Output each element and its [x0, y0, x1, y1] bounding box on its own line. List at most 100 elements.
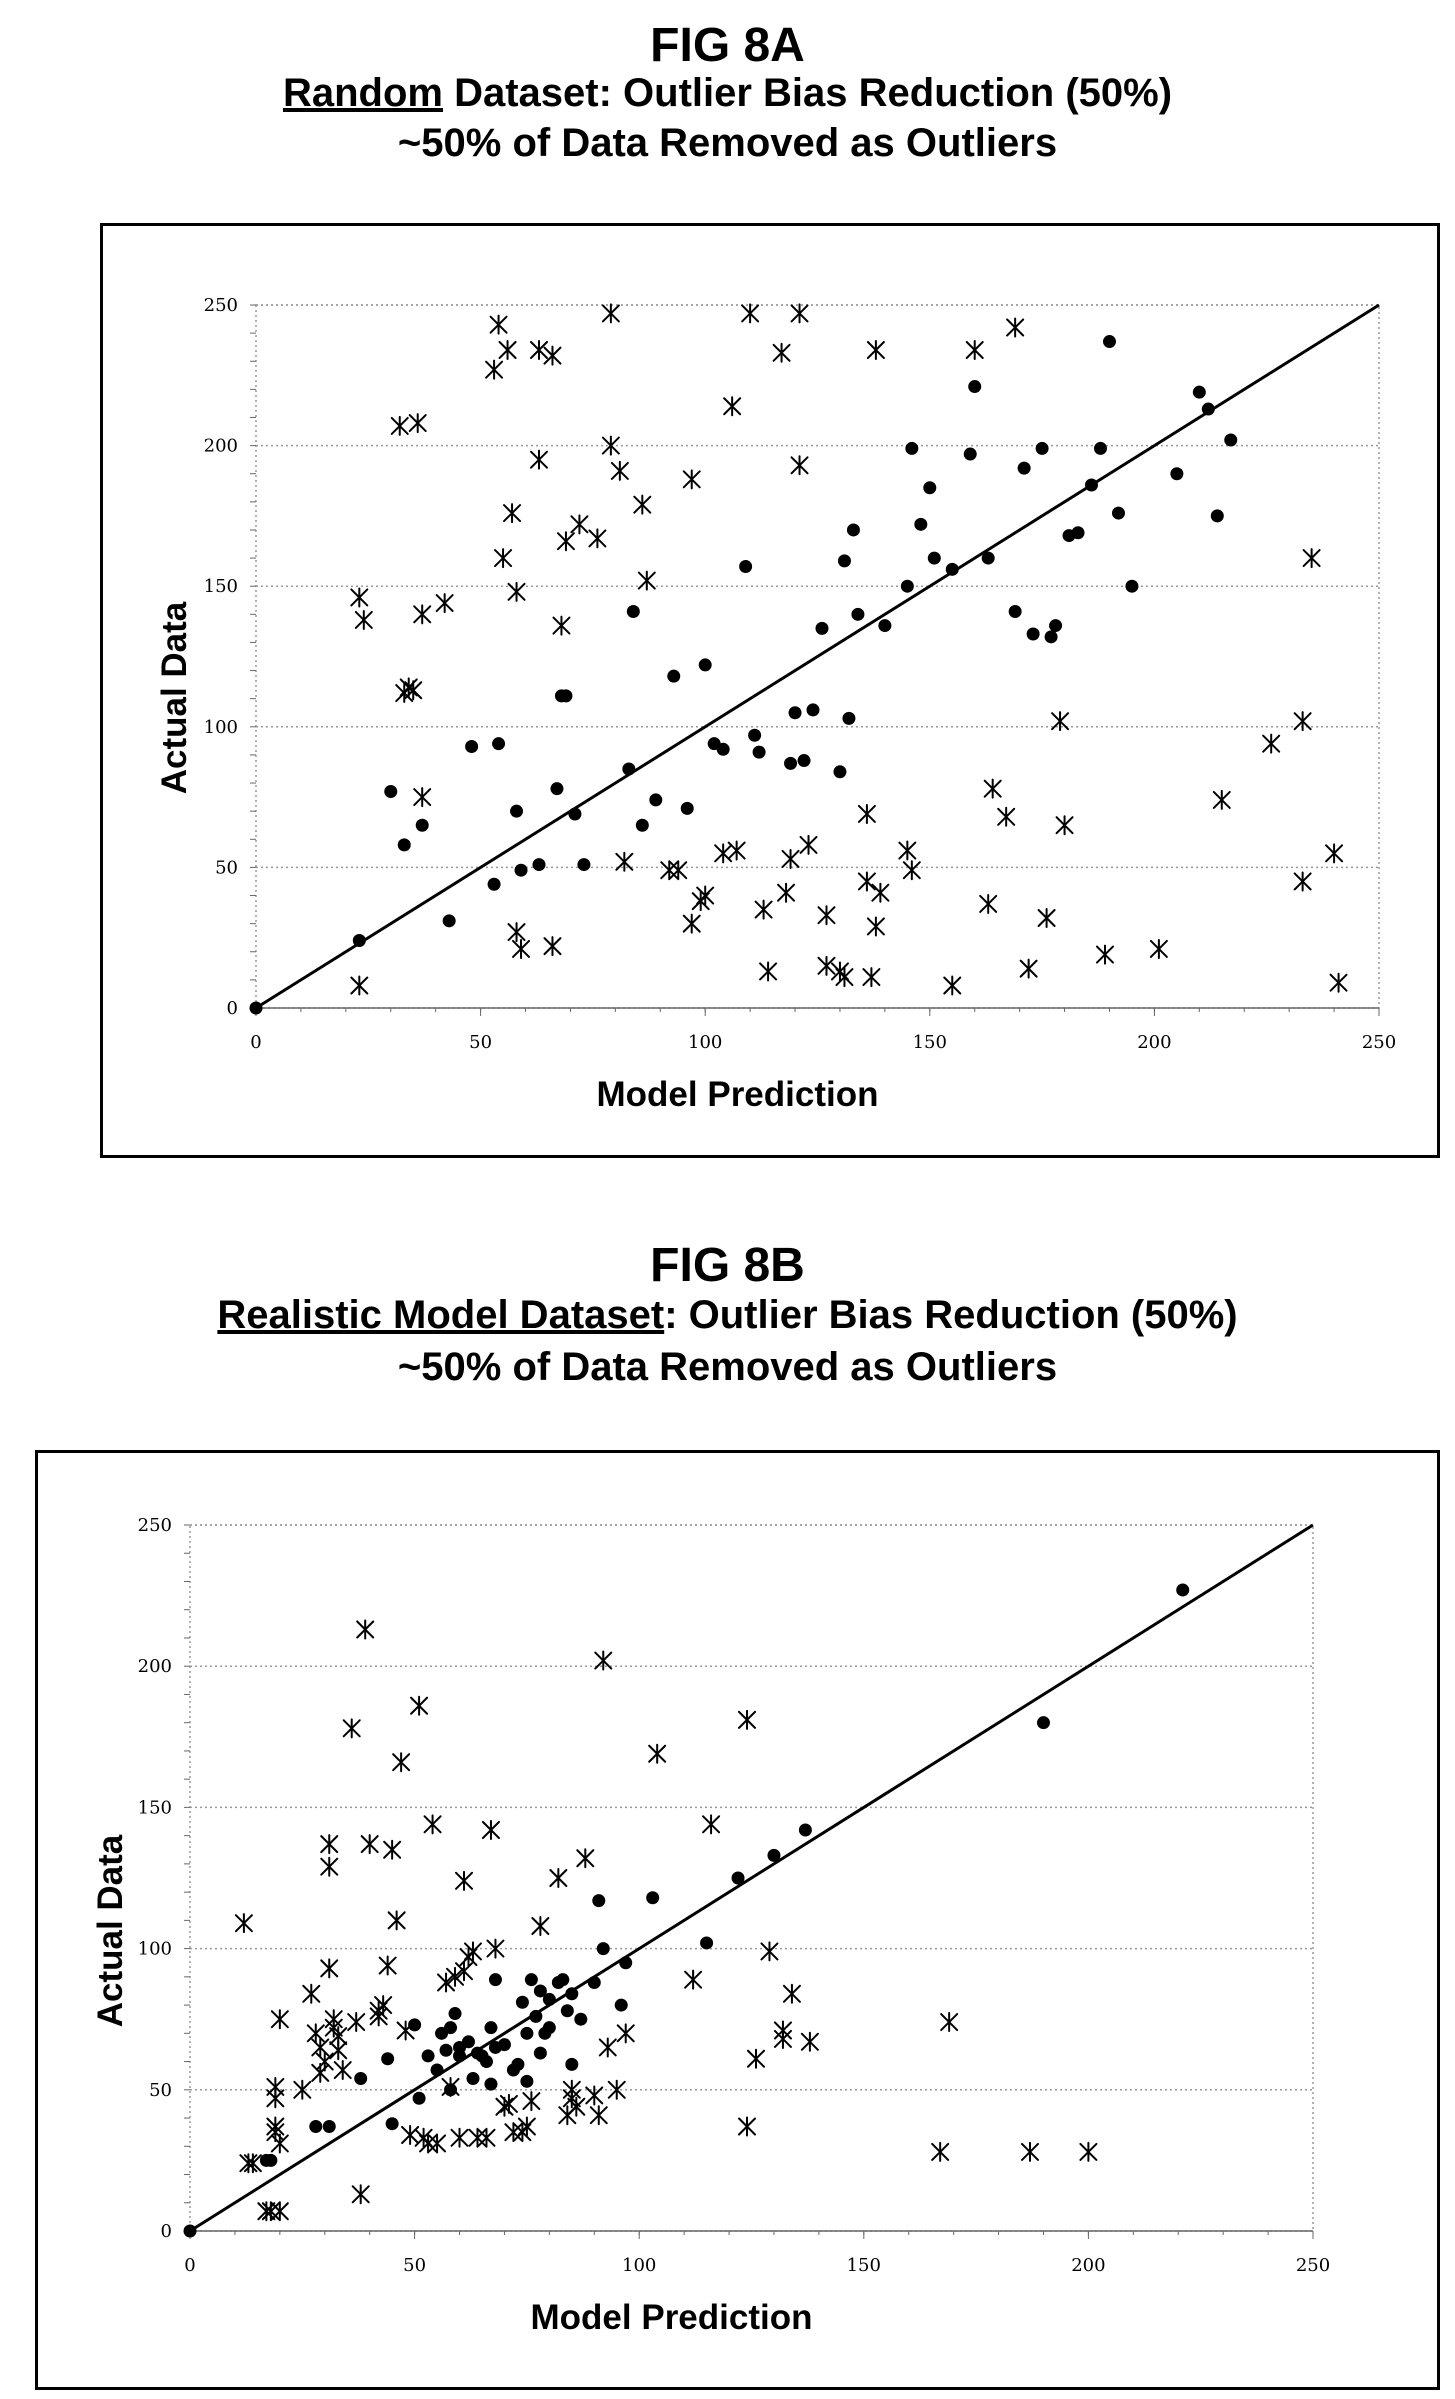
data-point-dot — [1125, 579, 1139, 593]
data-point-asterisk — [598, 2037, 617, 2058]
data-point-asterisk — [772, 342, 791, 363]
data-point-asterisk — [669, 860, 688, 881]
data-point-dot — [568, 807, 582, 821]
chart-8a-frame: 0 50 100 150 200 250 0 50 100 150 200 250 Model Pred… — [100, 223, 1440, 1158]
data-point-asterisk — [489, 314, 508, 335]
data-point-dot — [479, 2055, 493, 2069]
y-tick-label: 200 — [204, 436, 238, 457]
data-point-dot — [680, 801, 694, 815]
data-point-dot — [1176, 1583, 1190, 1597]
data-point-asterisk — [435, 593, 454, 614]
data-point-asterisk — [857, 871, 876, 892]
data-point-asterisk — [342, 1718, 361, 1739]
data-point-asterisk — [682, 913, 701, 934]
data-point-asterisk — [983, 778, 1002, 799]
x-tick-label: 100 — [622, 2255, 656, 2276]
data-point-dot — [550, 782, 564, 796]
data-point-asterisk — [351, 2184, 370, 2205]
x-tick-label: 50 — [403, 2255, 426, 2276]
data-point-asterisk — [410, 1695, 429, 1716]
data-point-asterisk — [1302, 548, 1321, 569]
data-point-asterisk — [270, 2133, 289, 2154]
data-point-dot — [622, 762, 636, 776]
y-tick-label: 200 — [138, 1656, 172, 1677]
data-point-dot — [784, 756, 798, 770]
data-point-asterisk — [477, 2127, 496, 2148]
data-point-dot — [488, 1973, 502, 1987]
data-point-asterisk — [293, 2079, 312, 2100]
data-point-asterisk — [1051, 711, 1070, 732]
data-point-dot — [574, 2012, 588, 2026]
fig-8b-subtitle-underlined: Realistic Model Dataset — [217, 1293, 665, 1337]
data-point-asterisk — [494, 548, 513, 569]
data-point-asterisk — [754, 899, 773, 920]
y-tick-label: 100 — [204, 717, 238, 738]
data-point-dot — [797, 754, 811, 768]
x-tick-label: 200 — [1137, 1032, 1171, 1053]
data-point-dot — [806, 703, 820, 717]
data-point-asterisk — [320, 1834, 339, 1855]
data-point-asterisk — [306, 2023, 325, 2044]
data-point-dot — [1093, 441, 1107, 455]
data-point-asterisk — [738, 2116, 757, 2137]
data-point-dot — [559, 689, 573, 703]
data-point-asterisk — [773, 2020, 792, 2041]
data-point-asterisk — [468, 2127, 487, 2148]
data-point-dot — [430, 2063, 444, 2077]
data-point-asterisk — [940, 2012, 959, 2033]
data-point-dot — [309, 2120, 323, 2134]
data-point-asterisk — [428, 2133, 447, 2154]
data-point-dot — [1224, 433, 1238, 447]
data-point-asterisk — [800, 2031, 819, 2052]
data-point-asterisk — [503, 503, 522, 524]
data-point-asterisk — [481, 1819, 500, 1840]
data-point-asterisk — [589, 2105, 608, 2126]
data-point-asterisk — [1037, 908, 1056, 929]
data-point-asterisk — [387, 1910, 406, 1931]
data-point-asterisk — [682, 469, 701, 490]
data-point-dot — [249, 1001, 263, 1015]
data-point-asterisk — [616, 2023, 635, 2044]
data-point-dot — [716, 742, 730, 756]
data-point-asterisk — [965, 339, 984, 360]
data-point-asterisk — [871, 882, 890, 903]
data-point-asterisk — [817, 905, 836, 926]
data-point-dot — [748, 728, 762, 742]
data-point-dot — [183, 2224, 197, 2238]
chart-8b: 0 50 100 150 200 250 0 50 100 150 200 250 Model Pred… — [91, 1515, 1330, 2337]
data-point-asterisk — [543, 936, 562, 957]
data-point-dot — [492, 737, 506, 751]
data-point-asterisk — [943, 975, 962, 996]
data-point-dot — [524, 1973, 538, 1987]
data-point-dot — [322, 2120, 336, 2134]
data-point-asterisk — [746, 2048, 765, 2069]
data-point-dot — [384, 784, 398, 798]
data-point-asterisk — [1293, 711, 1312, 732]
data-point-asterisk — [404, 680, 423, 701]
data-point-dot — [487, 877, 501, 891]
data-point-asterisk — [543, 345, 562, 366]
data-point-dot — [444, 2021, 458, 2035]
data-point-asterisk — [354, 609, 373, 630]
data-point-asterisk — [979, 893, 998, 914]
data-point-asterisk — [931, 2141, 950, 2162]
data-point-dot — [626, 605, 640, 619]
data-point-asterisk — [781, 848, 800, 869]
data-point-asterisk — [455, 1961, 474, 1982]
data-point-asterisk — [588, 528, 607, 549]
data-point-dot — [421, 2049, 435, 2063]
data-point-dot — [385, 2117, 399, 2131]
data-point-dot — [542, 1992, 556, 2006]
data-point-asterisk — [777, 882, 796, 903]
data-point-asterisk — [302, 1983, 321, 2004]
data-point-dot — [905, 441, 919, 455]
data-point-dot — [788, 706, 802, 720]
data-point-asterisk — [997, 806, 1016, 827]
data-point-asterisk — [790, 455, 809, 476]
data-point-dot — [1102, 335, 1116, 349]
data-point-asterisk — [570, 514, 589, 535]
fig-8a-label: FIG 8A — [650, 19, 805, 72]
data-point-asterisk — [529, 339, 548, 360]
data-point-asterisk — [556, 531, 575, 552]
x-tick-label: 50 — [469, 1032, 492, 1053]
